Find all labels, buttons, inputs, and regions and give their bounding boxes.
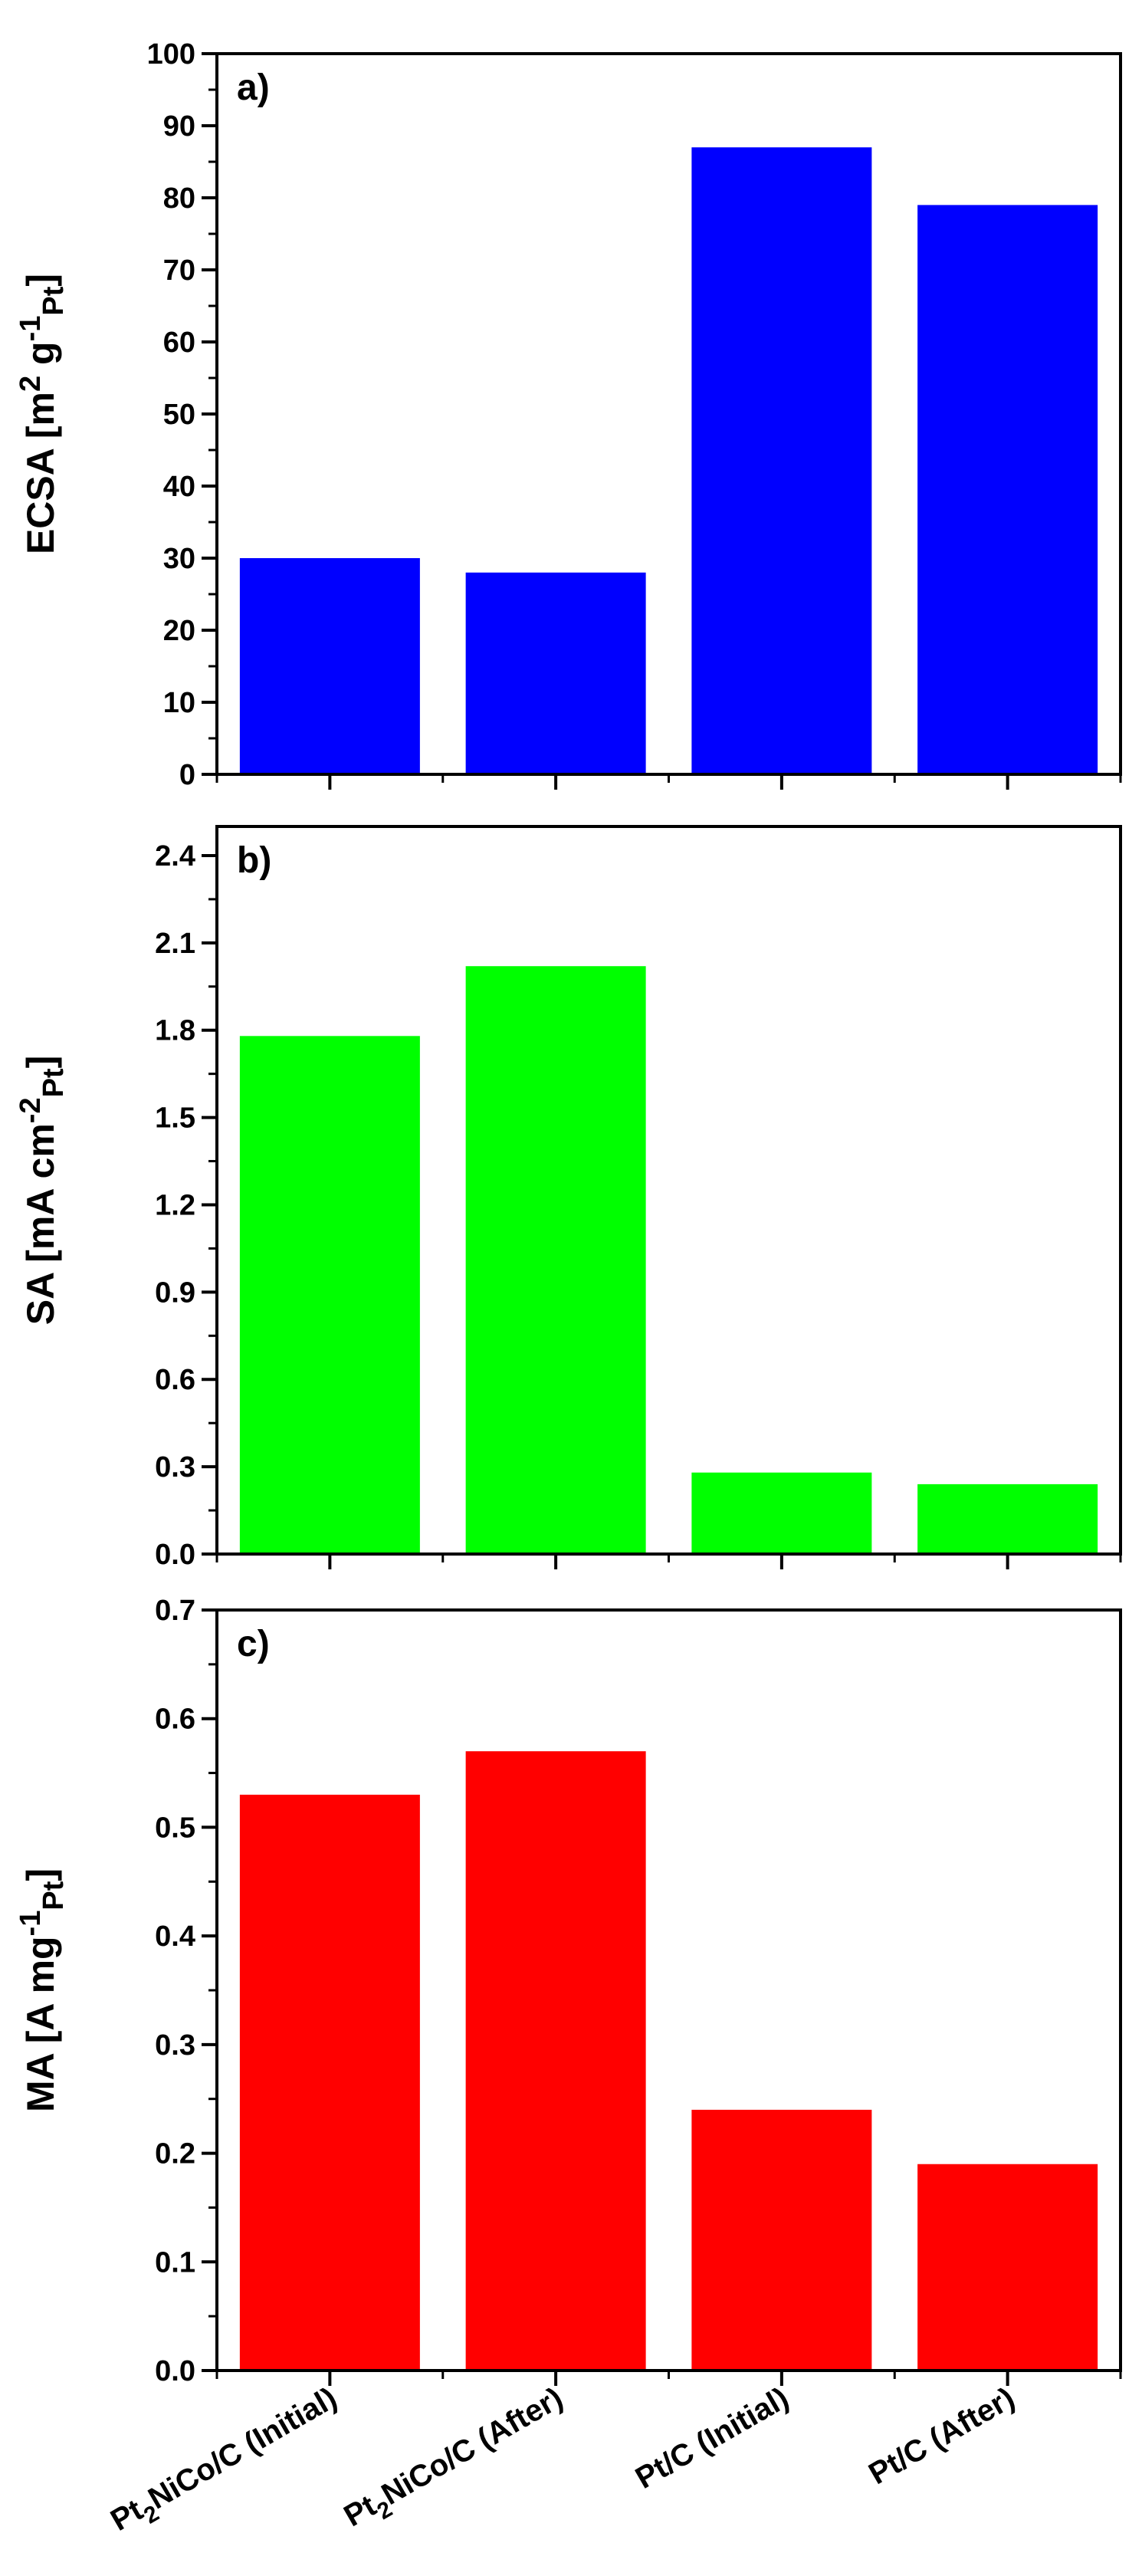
y-tick-label: 1.5	[155, 1102, 195, 1135]
y-tick-label: 2.1	[155, 928, 195, 960]
y-tick-label: 50	[163, 399, 195, 431]
bar-4	[917, 1484, 1098, 1554]
panel-label: c)	[237, 1624, 270, 1664]
y-tick-label: 70	[163, 255, 195, 287]
bar-2	[465, 572, 646, 774]
bar-1	[239, 558, 420, 774]
y-axis-label: ECSA [m2 g-1Pt]	[15, 274, 70, 554]
y-tick-label: 0.0	[155, 2355, 195, 2387]
y-tick-label: 0.4	[155, 1921, 195, 1953]
y-tick-label: 80	[163, 182, 195, 215]
chart-panel-2: 0.0 0.3 0.6 0.9 1.2 1.5 1.8 2.1 2.4 b) SA [mA cm-2…	[15, 825, 1122, 1571]
y-tick-label: 0.6	[155, 1364, 195, 1396]
y-tick-label: 90	[163, 110, 195, 143]
x-tick-label: Pt/C (Initial)	[630, 2381, 794, 2496]
panel-label: b)	[237, 840, 271, 881]
y-tick-label: 100	[147, 38, 195, 71]
y-tick-label: 0.3	[155, 2029, 195, 2062]
y-tick-label: 0.9	[155, 1276, 195, 1309]
bar-2	[465, 1751, 646, 2371]
bar-1	[239, 1794, 420, 2371]
y-tick-label: 40	[163, 471, 195, 503]
bar-3	[691, 147, 872, 774]
x-tick-label: Pt/C (After)	[863, 2381, 1020, 2492]
chart-panel-1: 0 10 20 30 40 50 60 70 80 90 100 a) ECSA [m2 g-1Pt]	[15, 38, 1122, 791]
y-tick-label: 0.0	[155, 1539, 195, 1571]
y-tick-label: 10	[163, 687, 195, 719]
bar-2	[465, 966, 646, 1554]
panel-label: a)	[237, 67, 270, 108]
y-tick-label: 1.2	[155, 1189, 195, 1221]
y-tick-label: 0.1	[155, 2246, 195, 2279]
chart-panel-3: 0.0 0.1 0.2 0.3 0.4 0.5 0.6 0.7 c) MA [A mg-1Pt]	[15, 1595, 1122, 2387]
bar-3	[691, 2109, 872, 2371]
y-tick-label: 30	[163, 543, 195, 575]
y-axis-label: SA [mA cm-2Pt]	[15, 1056, 70, 1325]
y-tick-label: 2.4	[155, 840, 195, 872]
y-tick-label: 1.8	[155, 1015, 195, 1047]
y-axis-label: MA [A mg-1Pt]	[15, 1868, 70, 2112]
y-tick-label: 0.6	[155, 1704, 195, 1736]
bar-1	[239, 1036, 420, 1554]
y-tick-label: 0.2	[155, 2138, 195, 2170]
y-tick-label: 60	[163, 327, 195, 359]
bar-4	[917, 205, 1098, 774]
y-tick-label: 0.3	[155, 1451, 195, 1484]
x-tick-label: Pt2NiCo/C (Initial)	[105, 2381, 346, 2545]
x-axis-categories: Pt2NiCo/C (Initial)Pt2NiCo/C (After) Pt/C…	[105, 2381, 1020, 2545]
bar-4	[917, 2164, 1098, 2371]
y-tick-label: 0	[179, 759, 195, 791]
y-tick-label: 20	[163, 615, 195, 647]
x-tick-label: Pt2NiCo/C (After)	[339, 2381, 573, 2540]
y-tick-label: 0.5	[155, 1812, 195, 1844]
y-tick-label: 0.7	[155, 1595, 195, 1627]
bar-3	[691, 1472, 872, 1554]
